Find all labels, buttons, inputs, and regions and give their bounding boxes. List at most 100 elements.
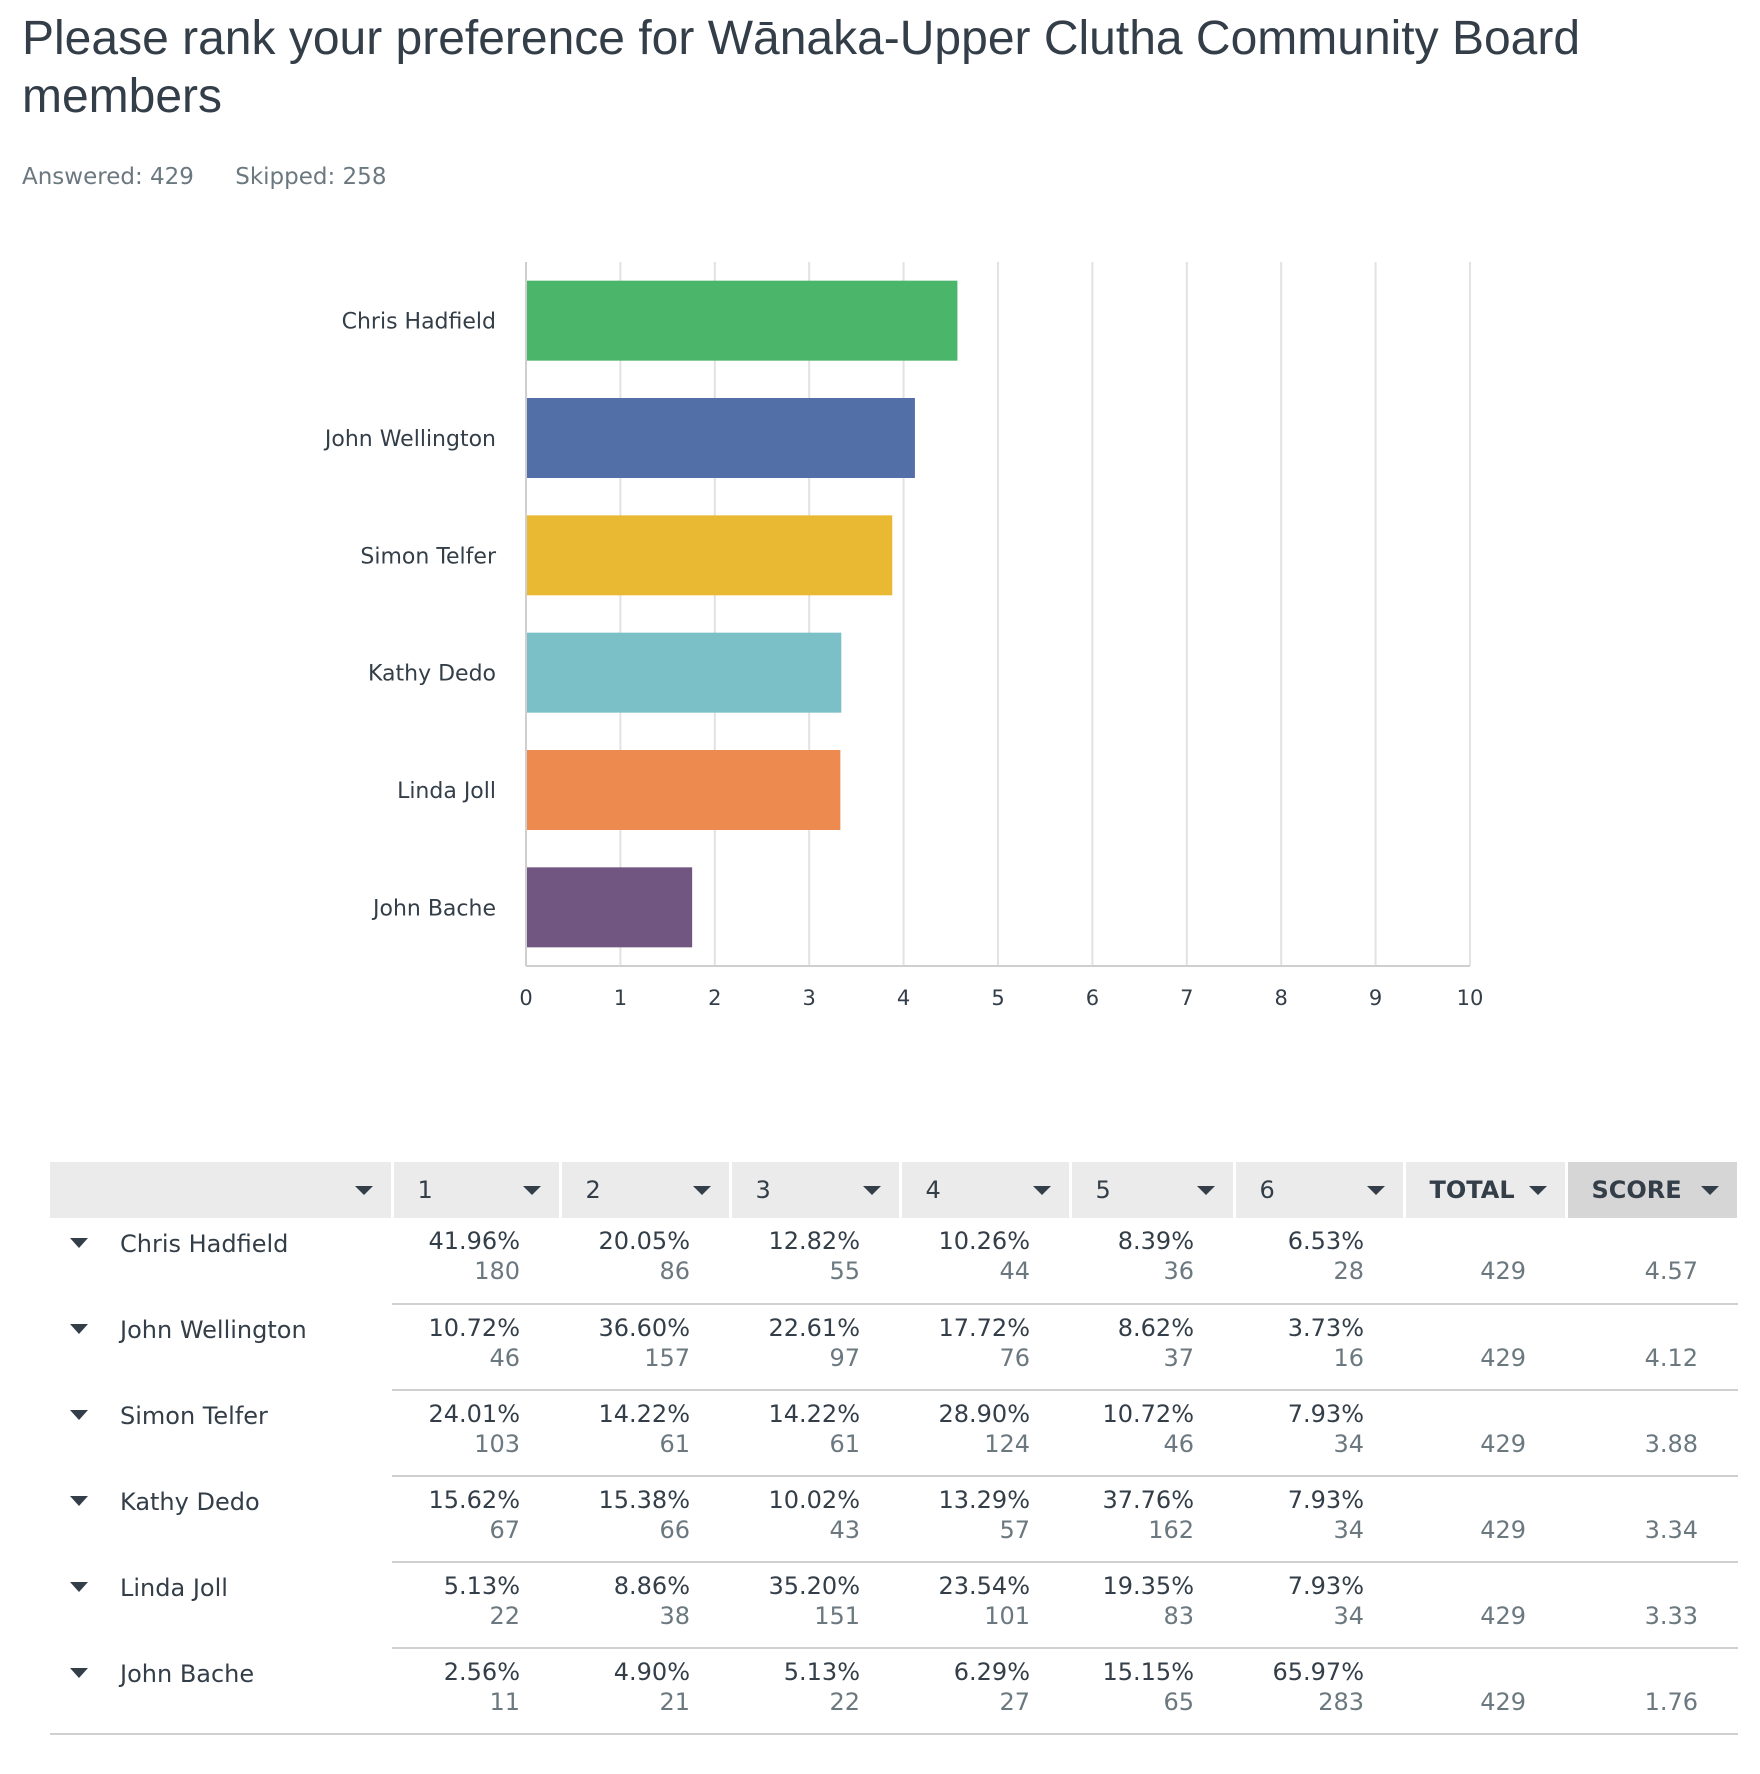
bar-category-label: Simon Telfer	[360, 544, 497, 569]
rank-cell: 8.86% 38	[560, 1562, 730, 1649]
expand-caret-icon[interactable]	[70, 1238, 88, 1248]
column-header-text: SCORE	[1591, 1176, 1682, 1204]
total-cell: 429	[1404, 1218, 1566, 1305]
table-row: Kathy Dedo 15.62% 67 15.38% 66 10.02% 43 13.29%…	[50, 1476, 1738, 1563]
row-name: Kathy Dedo	[120, 1488, 260, 1516]
bar	[527, 750, 841, 830]
sort-caret-icon[interactable]	[1032, 1186, 1051, 1195]
sort-caret-icon[interactable]	[522, 1186, 541, 1195]
bar-category-label: John Wellington	[323, 427, 496, 452]
rank-percent: 37.76%	[1102, 1486, 1194, 1514]
rank-cell: 8.62% 37	[1070, 1304, 1234, 1391]
column-header-6[interactable]: 6	[1234, 1162, 1406, 1218]
column-header-text: 6	[1259, 1176, 1275, 1204]
rank-count: 86	[659, 1257, 690, 1285]
rank-percent: 15.38%	[598, 1486, 690, 1514]
column-header-3[interactable]: 3	[730, 1162, 902, 1218]
rank-count: 103	[474, 1430, 520, 1458]
column-header-text: 1	[417, 1176, 433, 1204]
x-tick-label: 5	[991, 986, 1004, 1010]
rank-cell: 5.13% 22	[392, 1562, 560, 1649]
answered-count: Answered: 429	[22, 164, 194, 190]
row-name: Linda Joll	[120, 1574, 228, 1602]
expand-caret-icon[interactable]	[70, 1496, 88, 1506]
bar	[527, 867, 693, 948]
rank-percent: 8.86%	[613, 1572, 690, 1600]
x-tick-label: 9	[1369, 986, 1382, 1010]
rank-count: 21	[659, 1688, 690, 1716]
sort-caret-icon[interactable]	[692, 1186, 711, 1195]
rank-count: 28	[1333, 1257, 1364, 1285]
sort-caret-icon[interactable]	[354, 1186, 373, 1195]
rank-cell: 17.72% 76	[900, 1304, 1070, 1391]
rank-count: 16	[1333, 1344, 1364, 1372]
row-name: John Wellington	[120, 1316, 307, 1344]
ranking-table: 1 2 3 4 5 6 TOTAL SCORE Chris Hadfield 41.96% 180…	[50, 1162, 1740, 1735]
rank-cell: 10.72% 46	[1070, 1390, 1234, 1477]
sort-caret-icon[interactable]	[862, 1186, 881, 1195]
bar-chart: 0 1 2 3 4 5 6 7 8 9 10 Chris Hadfield John Wellingto…	[323, 262, 1484, 1010]
x-tick-label: 7	[1180, 986, 1193, 1010]
rank-cell: 4.90% 21	[560, 1648, 730, 1735]
rank-count: 36	[1163, 1257, 1194, 1285]
response-stats: Answered: 429 Skipped: 258	[22, 164, 420, 190]
rank-count: 283	[1318, 1688, 1364, 1716]
rank-cell: 15.15% 65	[1070, 1648, 1234, 1735]
column-header-text: 5	[1095, 1176, 1111, 1204]
table-row: John Wellington 10.72% 46 36.60% 157 22.61% 97…	[50, 1304, 1738, 1391]
sort-caret-icon[interactable]	[1196, 1186, 1215, 1195]
rank-count: 124	[984, 1430, 1030, 1458]
rank-percent: 10.02%	[768, 1486, 860, 1514]
rank-percent: 12.82%	[768, 1227, 860, 1255]
rank-count: 37	[1163, 1344, 1194, 1372]
table-row: Simon Telfer 24.01% 103 14.22% 61 14.22% 61 28.…	[50, 1390, 1738, 1477]
sort-caret-icon[interactable]	[1528, 1186, 1547, 1195]
column-header-total[interactable]: TOTAL	[1404, 1162, 1568, 1218]
rank-count: 57	[999, 1516, 1030, 1544]
rank-count: 34	[1333, 1430, 1364, 1458]
rank-percent: 17.72%	[938, 1314, 1030, 1342]
rank-count: 38	[659, 1602, 690, 1630]
rank-percent: 10.26%	[938, 1227, 1030, 1255]
rank-cell: 20.05% 86	[560, 1218, 730, 1305]
rank-percent: 8.39%	[1117, 1227, 1194, 1255]
rank-cell: 23.54% 101	[900, 1562, 1070, 1649]
rank-cell: 14.22% 61	[730, 1390, 900, 1477]
x-tick-label: 10	[1457, 986, 1484, 1010]
total-cell: 429	[1404, 1476, 1566, 1563]
expand-caret-icon[interactable]	[70, 1324, 88, 1334]
rank-count: 66	[659, 1516, 690, 1544]
expand-caret-icon[interactable]	[70, 1582, 88, 1592]
rank-cell: 6.29% 27	[900, 1648, 1070, 1735]
column-header-5[interactable]: 5	[1070, 1162, 1236, 1218]
rank-count: 11	[489, 1688, 520, 1716]
rank-percent: 10.72%	[1102, 1400, 1194, 1428]
rank-count: 101	[984, 1602, 1030, 1630]
rank-percent: 5.13%	[783, 1658, 860, 1686]
column-header-1[interactable]: 1	[392, 1162, 562, 1218]
table-row: John Bache 2.56% 11 4.90% 21 5.13% 22 6.29% 27 15…	[50, 1648, 1738, 1735]
rank-percent: 7.93%	[1287, 1400, 1364, 1428]
column-header-label[interactable]	[50, 1162, 394, 1218]
table-row: Linda Joll 5.13% 22 8.86% 38 35.20% 151 23.54% 1…	[50, 1562, 1738, 1649]
sort-caret-icon[interactable]	[1700, 1186, 1719, 1195]
column-header-text: TOTAL	[1429, 1176, 1515, 1204]
column-header-2[interactable]: 2	[560, 1162, 732, 1218]
column-header-4[interactable]: 4	[900, 1162, 1072, 1218]
rank-cell: 13.29% 57	[900, 1476, 1070, 1563]
rank-count: 22	[489, 1602, 520, 1630]
sort-caret-icon[interactable]	[1366, 1186, 1385, 1195]
rank-count: 44	[999, 1257, 1030, 1285]
rank-cell: 15.38% 66	[560, 1476, 730, 1563]
expand-caret-icon[interactable]	[70, 1410, 88, 1420]
page-title: Please rank your preference for Wānaka-U…	[22, 12, 1581, 123]
rank-percent: 14.22%	[768, 1400, 860, 1428]
score-cell: 3.34	[1566, 1476, 1738, 1563]
column-header-score[interactable]: SCORE	[1566, 1162, 1740, 1218]
rank-percent: 2.56%	[443, 1658, 520, 1686]
rank-percent: 7.93%	[1287, 1572, 1364, 1600]
row-label-cell: Chris Hadfield	[50, 1218, 392, 1304]
rank-count: 97	[829, 1344, 860, 1372]
row-name: Simon Telfer	[120, 1402, 268, 1430]
expand-caret-icon[interactable]	[70, 1668, 88, 1678]
